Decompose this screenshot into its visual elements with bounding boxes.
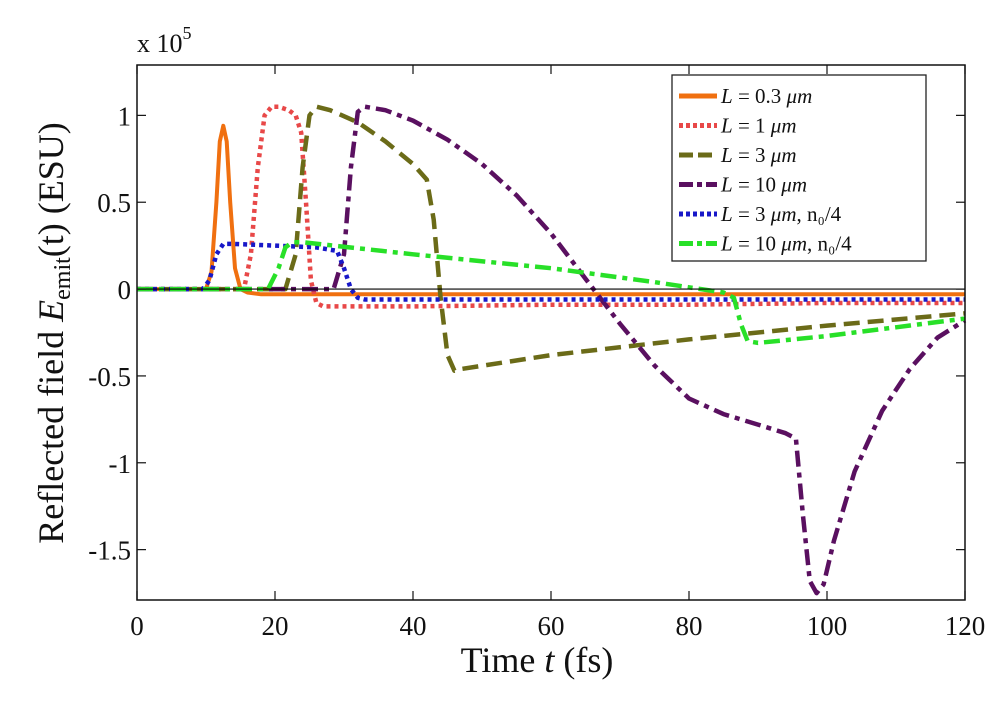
legend-label: L = 1 μm [720,114,797,138]
y-axis-title-var: E [31,300,71,323]
y-axis-title-arg: (t) [31,223,71,257]
legend-label: L = 10 μm, n₀/4 [720,232,852,256]
legend-item: L = 10 μm, n₀/4 [679,232,852,256]
y-tick-label: -1 [109,449,132,479]
legend: L = 0.3 μm L = 1 μm L = 3 μm L = 10 μm L = 3… [671,74,927,262]
y-multiplier-exp: 5 [183,23,192,43]
y-tick-label: -1.5 [88,536,131,566]
y-axis-title-main: Reflected field [31,322,71,544]
series-line-0 [137,123,965,297]
legend-item: L = 3 μm, n₀/4 [679,202,842,226]
y-tick-label: -0.5 [88,362,131,392]
legend-item: L = 3 μm [679,143,797,167]
legend-item: L = 0.3 μm [679,84,812,108]
x-tick-label: 60 [538,611,565,641]
y-axis-title: Reflected field Eemit(t) (ESU) [31,122,76,544]
series-line-5 [137,239,966,346]
series-line-1 [137,104,965,309]
x-axis-title-unit: (fs) [554,640,613,680]
y-tick-label: 0 [118,275,132,305]
y-axis-title-unit: (ESU) [31,122,71,223]
y-multiplier: x 105 [137,23,192,58]
legend-box [671,74,927,262]
series-line-3 [137,104,967,596]
series-line-4 [137,241,965,302]
legend-item: L = 10 μm [679,173,807,197]
legend-label: L = 10 μm [720,173,807,197]
x-axis-title: Time t (fs) [461,640,614,680]
series-line-2 [137,104,966,373]
x-tick-label: 20 [262,611,289,641]
x-axis-title-main: Time [461,640,545,680]
y-multiplier-base: x 10 [137,29,183,58]
ticks-layer: 0 20 40 60 80 100 120 1 0.5 0 -0.5 -1 -1.5 [88,65,985,641]
x-tick-label: 100 [807,611,848,641]
legend-item: L = 1 μm [679,114,797,138]
x-tick-label: 40 [400,611,427,641]
y-tick-label: 1 [118,101,132,131]
x-axis-title-var: t [544,640,555,680]
legend-label: L = 3 μm [720,143,797,167]
y-axis-title-sub: emit [50,257,76,300]
x-tick-label: 120 [945,611,986,641]
legend-label: L = 3 μm, n₀/4 [720,202,842,226]
legend-label: L = 0.3 μm [720,84,812,108]
series-layer [137,104,967,596]
y-tick-label: 0.5 [97,188,131,218]
x-tick-label: 80 [676,611,703,641]
x-tick-label: 0 [130,611,144,641]
